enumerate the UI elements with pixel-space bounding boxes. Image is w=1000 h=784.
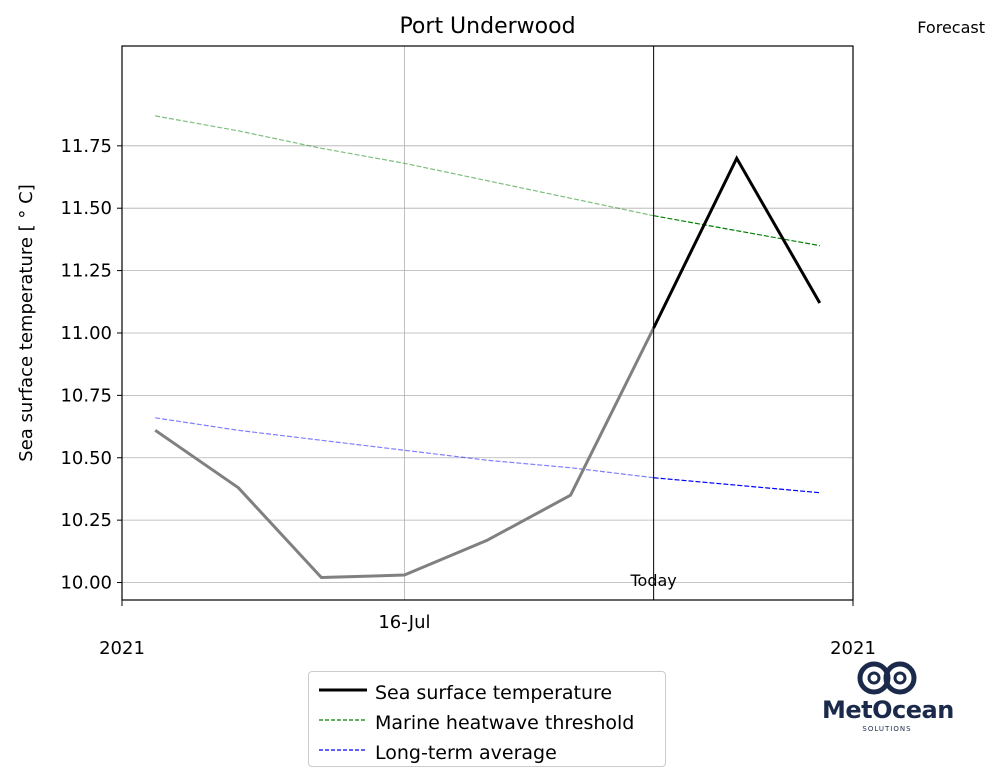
forecast-label: Forecast xyxy=(917,18,985,37)
sst-line-forecast xyxy=(652,155,822,329)
y-tick-label: 10.25 xyxy=(60,510,112,531)
legend-label-threshold: Marine heatwave threshold xyxy=(375,712,635,734)
y-tick-label: 10.00 xyxy=(60,573,112,594)
y-tick-label: 10.50 xyxy=(60,448,112,469)
legend-label-sst: Sea surface temperature xyxy=(375,682,613,704)
legend-item-threshold: Marine heatwave threshold xyxy=(309,708,665,734)
threshold-line-past xyxy=(155,115,654,217)
x-edge-label-left: 2021 xyxy=(99,638,145,659)
wave-logo-icon xyxy=(857,661,917,695)
threshold-line-forecast xyxy=(653,215,820,247)
chart-title: Port Underwood xyxy=(399,14,575,39)
legend-item-average: Long-term average xyxy=(309,738,665,764)
logo-text: MetOcean xyxy=(822,696,954,724)
x-edge-label-right: 2021 xyxy=(830,638,876,659)
plot-frame xyxy=(121,45,854,601)
average-line-forecast xyxy=(653,477,820,494)
legend: Sea surface temperature Marine heatwave … xyxy=(308,671,666,767)
metocean-logo: MetOcean SOLUTIONS xyxy=(822,660,954,740)
y-tick-label: 11.00 xyxy=(60,323,112,344)
sst-line-past xyxy=(154,327,655,580)
legend-item-sst: Sea surface temperature xyxy=(309,678,665,704)
x-tick-label: 16-Jul xyxy=(378,612,430,633)
y-tick-label: 11.75 xyxy=(60,136,112,157)
today-label: Today xyxy=(629,571,676,590)
average-line-past xyxy=(155,417,654,479)
y-tick-label: 11.50 xyxy=(60,198,112,219)
legend-label-average: Long-term average xyxy=(375,742,557,764)
y-tick-label: 11.25 xyxy=(60,261,112,282)
y-axis-label: Sea surface temperature [ ° C] xyxy=(16,184,37,461)
y-tick-label: 10.75 xyxy=(60,385,112,406)
logo-subtext: SOLUTIONS xyxy=(862,725,912,733)
